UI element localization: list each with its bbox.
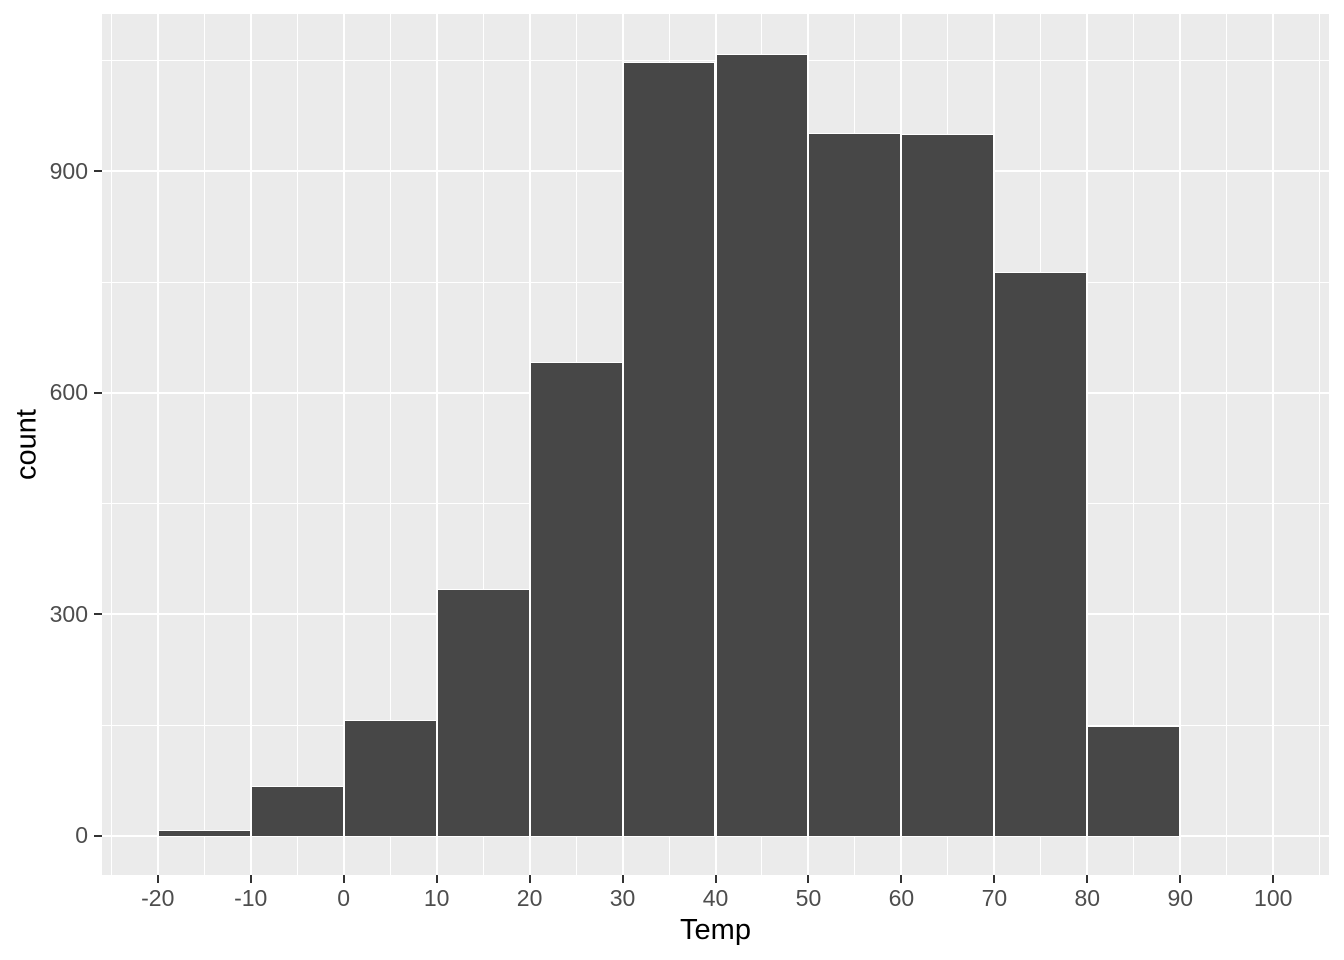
histogram-bar [250,786,344,836]
x-minor-gridline [482,14,484,875]
x-tick-mark [528,875,531,883]
x-minor-gridline [1319,14,1321,875]
x-tick-mark [993,875,996,883]
x-tick-mark [435,875,438,883]
x-tick-label: 100 [1254,885,1293,911]
x-tick-label: 60 [888,885,915,911]
x-tick-mark [1086,875,1089,883]
x-minor-gridline [203,14,205,875]
x-tick-mark [1179,875,1182,883]
y-major-gridline [102,834,1329,837]
x-tick-label: 0 [337,885,351,911]
x-tick-mark [621,875,624,883]
histogram-bar [901,134,995,836]
plot-panel [102,14,1329,875]
x-major-gridline [1272,14,1275,875]
histogram-bar [157,830,251,836]
x-tick-label: -10 [234,885,268,911]
x-tick-label: 30 [609,885,636,911]
x-tick-mark [900,875,903,883]
x-major-gridline [435,14,438,875]
x-tick-mark [807,875,810,883]
x-minor-gridline [110,14,112,875]
y-tick-label: 900 [49,157,88,184]
x-tick-mark [714,875,717,883]
x-tick-mark [249,875,252,883]
y-tick-mark [94,834,102,837]
y-tick-mark [94,391,102,394]
x-major-gridline [342,14,345,875]
x-tick-mark [342,875,345,883]
y-tick-label: 0 [75,822,88,849]
x-minor-gridline [1226,14,1228,875]
x-minor-gridline [389,14,391,875]
x-minor-gridline [1133,14,1135,875]
histogram-bar [994,271,1088,836]
x-major-gridline [1086,14,1089,875]
histogram-bar [1087,725,1181,836]
x-major-gridline [249,14,252,875]
histogram-bar [529,361,623,836]
x-tick-mark [1272,875,1275,883]
histogram-bar [622,62,716,836]
x-tick-label: 10 [423,885,450,911]
y-tick-label: 300 [49,600,88,627]
y-tick-mark [94,613,102,616]
x-tick-label: 50 [795,885,822,911]
histogram-bar [343,719,437,836]
histogram-bar [715,53,809,836]
y-axis-title: count [10,409,43,480]
x-tick-mark [156,875,159,883]
x-major-gridline [1179,14,1182,875]
x-tick-label: 40 [702,885,729,911]
x-major-gridline [156,14,159,875]
x-tick-label: 90 [1167,885,1194,911]
histogram-bar [436,589,530,836]
x-minor-gridline [296,14,298,875]
histogram-bar [808,132,902,836]
x-axis-title: Temp [680,914,751,946]
y-tick-label: 600 [49,379,88,406]
x-tick-label: 80 [1074,885,1101,911]
y-tick-mark [94,170,102,173]
x-tick-label: 20 [516,885,543,911]
x-tick-label: -20 [141,885,175,911]
x-tick-label: 70 [981,885,1008,911]
